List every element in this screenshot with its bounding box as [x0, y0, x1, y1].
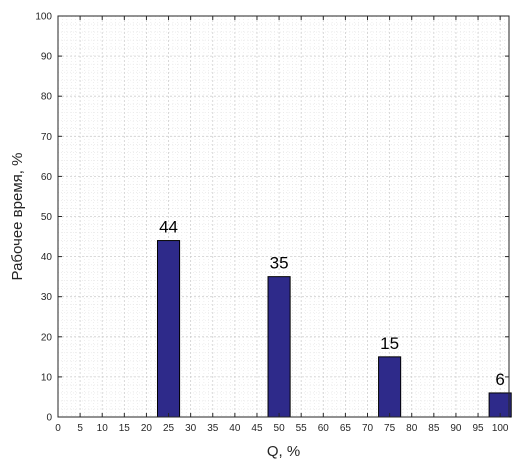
bar — [267, 276, 291, 418]
x-tick-label: 85 — [428, 423, 440, 434]
y-tick-label: 20 — [41, 332, 53, 343]
y-tick-label: 0 — [46, 413, 52, 424]
x-tick-label: 15 — [119, 423, 131, 434]
x-tick-label: 10 — [97, 423, 109, 434]
x-axis-tick-labels: 0 5 10 15 20 25 30 35 40 45 50 55 60 65 70 75 80 85 90 95 10… — [55, 423, 509, 434]
x-tick-label: 65 — [340, 423, 352, 434]
x-tick-label: 55 — [296, 423, 308, 434]
axis-ticks — [57, 15, 509, 418]
y-tick-label: 80 — [41, 92, 53, 103]
y-tick-label: 90 — [41, 52, 53, 63]
bar-value-label: 35 — [270, 254, 289, 273]
y-tick-label: 70 — [41, 132, 53, 143]
x-tick-label: 60 — [318, 423, 330, 434]
data-labels: 44 35 15 6 — [159, 218, 505, 389]
x-tick-label: 30 — [185, 423, 197, 434]
y-tick-label: 10 — [41, 372, 53, 383]
y-tick-label: 60 — [41, 172, 53, 183]
x-tick-label: 90 — [450, 423, 462, 434]
x-tick-label: 95 — [472, 423, 484, 434]
x-tick-label: 75 — [384, 423, 396, 434]
y-tick-label: 50 — [41, 212, 53, 223]
y-tick-label: 30 — [41, 292, 53, 303]
x-tick-label: 20 — [141, 423, 153, 434]
bar — [156, 240, 181, 418]
bar-value-label: 15 — [380, 334, 399, 353]
bar-value-label: 6 — [495, 370, 504, 389]
x-tick-label: 100 — [492, 423, 509, 434]
bars — [156, 240, 512, 418]
y-axis-title: Рабочее время, % — [9, 153, 26, 281]
x-axis-title: Q, % — [267, 443, 300, 460]
bar-value-label: 44 — [159, 218, 178, 237]
x-tick-label: 0 — [55, 423, 61, 434]
x-tick-label: 50 — [274, 423, 286, 434]
x-tick-label: 35 — [207, 423, 219, 434]
y-axis-tick-labels: 0 10 20 30 40 50 60 70 80 90 100 — [35, 12, 52, 424]
x-tick-label: 80 — [406, 423, 418, 434]
x-tick-label: 25 — [163, 423, 175, 434]
x-tick-label: 40 — [229, 423, 241, 434]
x-tick-label: 5 — [77, 423, 83, 434]
y-tick-label: 100 — [35, 12, 52, 23]
x-tick-label: 45 — [251, 423, 263, 434]
x-tick-label: 70 — [362, 423, 374, 434]
bar — [378, 356, 402, 418]
y-tick-label: 40 — [41, 252, 53, 263]
